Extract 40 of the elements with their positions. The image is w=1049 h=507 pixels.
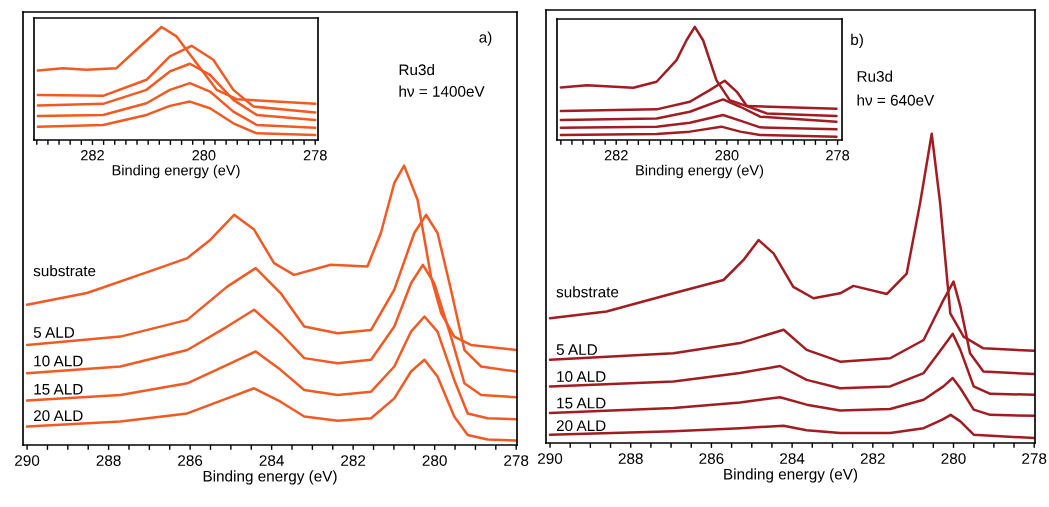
x-tick-label: 290 [15,455,40,466]
x-tick-label: 284 [780,453,805,464]
x-tick-label: 278 [504,455,529,466]
series-label: 15 ALD [557,397,606,409]
text: b) [851,33,863,49]
x-tick-label: 288 [618,453,643,464]
series-label: 10 ALD [557,371,606,382]
x-tick-label: 280 [941,453,966,464]
text: hν = 640eV [857,94,935,106]
x-tick-label: 280 [715,150,739,161]
x-tick-label: 286 [699,453,724,464]
x-axis-title: Binding energy (eV) [724,468,858,483]
series-label: 5 ALD [556,344,597,355]
x-tick-label: 278 [303,150,327,161]
text: Ru3d [399,63,434,76]
x-tick-label: 280 [192,150,216,161]
series-label: substrate [556,286,619,298]
x-tick-label: 282 [341,455,366,466]
x-tick-label: 278 [1022,453,1047,464]
x-axis-title: Binding energy (eV) [636,164,764,179]
x-tick-label: 282 [860,453,885,464]
x-axis-title: Binding energy (eV) [112,164,240,179]
text: a) [479,31,492,46]
x-tick-label: 286 [178,455,203,466]
x-tick-label: 284 [259,455,284,466]
text: hν = 1400eV [399,85,485,97]
x-tick-label: 280 [422,455,447,466]
x-tick-label: 278 [826,150,850,161]
series-label: 20 ALD [33,410,83,422]
text: Ru3d [857,70,893,82]
x-tick-label: 282 [604,150,628,161]
x-tick-label: 282 [81,150,104,161]
series-label: 15 ALD [34,384,83,395]
series-label: 10 ALD [34,355,83,367]
x-tick-label: 290 [538,453,563,464]
x-axis-title: Binding energy (eV) [203,470,337,485]
series-label: substrate [33,265,96,277]
series-label: 20 ALD [556,420,606,432]
x-tick-label: 288 [96,455,121,466]
series-label: 5 ALD [33,327,75,338]
